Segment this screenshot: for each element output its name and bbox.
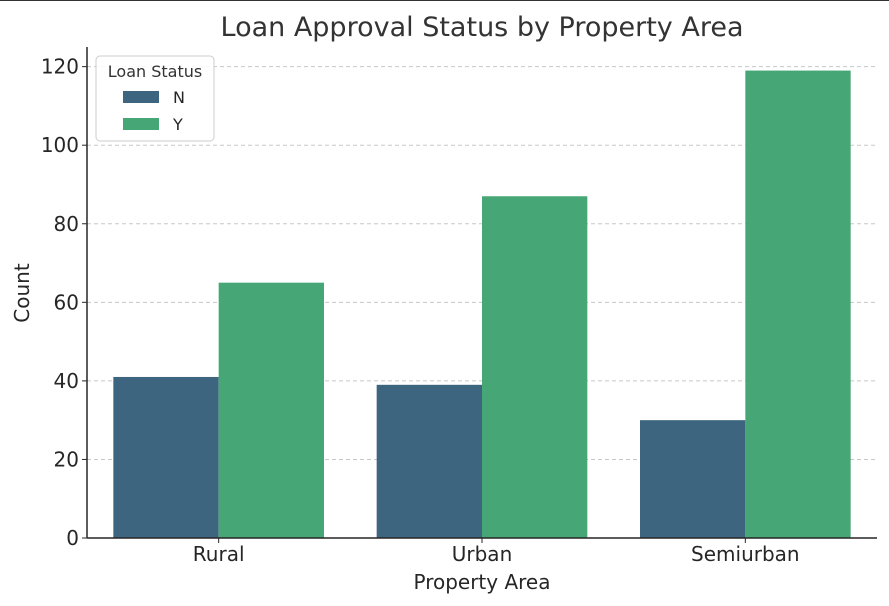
legend-label-n: N bbox=[173, 88, 185, 107]
legend-entries: NY bbox=[123, 88, 185, 134]
bar-urban-y bbox=[482, 196, 588, 538]
legend-swatch-n bbox=[123, 91, 159, 103]
bar-semiurban-n bbox=[640, 420, 746, 538]
y-axis-label: Count bbox=[10, 263, 34, 323]
y-tick-label: 60 bbox=[54, 290, 79, 314]
tick-labels: 0 20 40 60 80 100 120 Rural Urban Semiurban bbox=[41, 55, 800, 566]
y-tick-label: 80 bbox=[54, 212, 79, 236]
x-tick-label: Urban bbox=[452, 542, 513, 566]
legend-swatch-y bbox=[123, 118, 159, 130]
bar-semiurban-y bbox=[745, 70, 851, 539]
y-tick-label: 100 bbox=[41, 133, 79, 157]
legend-title: Loan Status bbox=[108, 62, 202, 81]
y-tick-label: 0 bbox=[66, 526, 79, 550]
bar-rural-n bbox=[113, 376, 219, 538]
legend-label-y: Y bbox=[172, 115, 183, 134]
x-tick-label: Rural bbox=[193, 542, 245, 566]
bar-urban-n bbox=[376, 384, 482, 538]
bars bbox=[113, 70, 851, 539]
y-tick-label: 40 bbox=[54, 369, 79, 393]
y-tick-label: 120 bbox=[41, 55, 79, 79]
x-axis-label: Property Area bbox=[413, 570, 550, 594]
chart-title: Loan Approval Status by Property Area bbox=[221, 12, 744, 43]
bar-rural-y bbox=[218, 282, 324, 538]
legend: Loan Status NY bbox=[95, 55, 215, 142]
y-tick-label: 20 bbox=[54, 447, 79, 471]
x-tick-label: Semiurban bbox=[691, 542, 800, 566]
